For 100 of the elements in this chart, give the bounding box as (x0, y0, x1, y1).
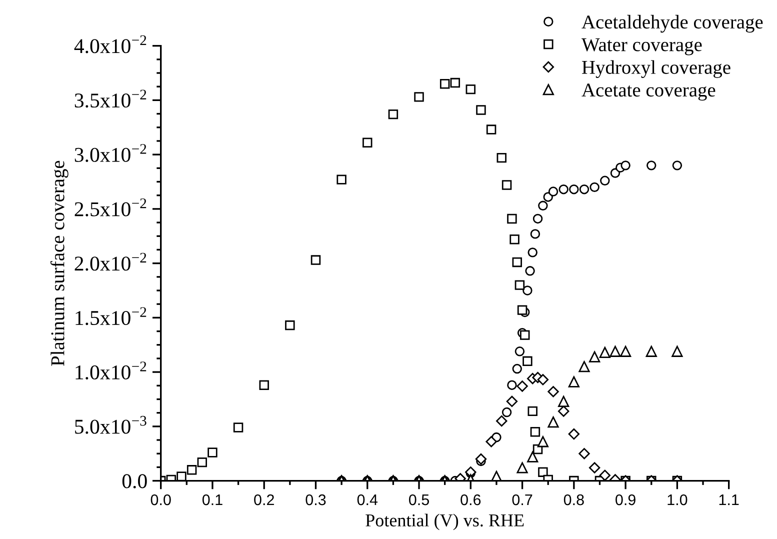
point (558, 396, 570, 407)
point (532, 214, 543, 224)
point (475, 453, 487, 465)
x-tick-label: 0.0 (150, 494, 171, 506)
point (522, 286, 532, 296)
point (510, 234, 520, 244)
point (569, 184, 579, 194)
x-tick-label: 1.1 (719, 494, 739, 506)
point (578, 448, 590, 460)
x-tick-label: 0.1 (202, 494, 222, 506)
legend-label: Acetaldehyde coverage (582, 14, 763, 33)
point (672, 160, 682, 170)
point (589, 351, 600, 362)
point (486, 436, 497, 448)
point (486, 124, 496, 134)
point (502, 180, 512, 190)
point (538, 467, 548, 477)
point (530, 426, 540, 437)
point (588, 462, 600, 474)
y-tick-label: 0.0 (122, 474, 147, 488)
point (522, 356, 532, 366)
point (233, 422, 244, 432)
point (502, 407, 512, 418)
point (496, 415, 508, 427)
point (197, 457, 208, 468)
point (516, 462, 528, 474)
x-tick-label: 0.9 (616, 494, 636, 506)
point (507, 380, 517, 390)
x-tick-label: 0.3 (306, 494, 326, 506)
y-tick-label: 3.5x10$^{−2}$ (74, 90, 146, 108)
point (414, 92, 424, 102)
point (520, 330, 530, 340)
point (620, 346, 632, 357)
point (568, 376, 580, 388)
point (527, 451, 538, 462)
x-axis-title: Potential (V) vs. RHE (366, 514, 524, 530)
y-tick-label: 5.0x10$^{−3}$ (75, 416, 146, 434)
point (208, 448, 218, 458)
point (528, 248, 538, 258)
point (528, 406, 538, 416)
x-tick-label: 0.6 (460, 494, 481, 506)
point (440, 79, 450, 89)
point (285, 320, 295, 330)
x-tick-label: 0.7 (512, 494, 532, 506)
point (388, 109, 398, 120)
x-tick-label: 0.2 (254, 494, 274, 506)
point (548, 186, 558, 196)
point (672, 346, 683, 357)
point (579, 184, 590, 194)
point (450, 78, 460, 88)
point (259, 380, 269, 390)
point (599, 346, 610, 358)
point (512, 257, 522, 268)
point (530, 229, 540, 239)
point (466, 84, 476, 94)
legend-label: Acetate coverage (582, 84, 716, 101)
point (548, 416, 559, 428)
point (599, 470, 611, 481)
point (538, 200, 548, 211)
point (176, 472, 186, 481)
y-tick-label: 1.5x10$^{−2}$ (76, 307, 146, 326)
x-tick-label: 0.5 (408, 494, 429, 506)
point (512, 364, 522, 374)
y-tick-label: 4.0x10$^{−2}$ (74, 35, 146, 54)
point (517, 305, 528, 315)
legend-label: Hydroxyl coverage (582, 60, 730, 78)
point (476, 105, 486, 115)
point (558, 184, 568, 194)
point (514, 280, 525, 290)
point (516, 380, 528, 392)
point (507, 214, 517, 224)
point (620, 160, 630, 170)
point (186, 465, 197, 475)
point (537, 436, 548, 448)
point (537, 374, 549, 386)
x-tick-label: 0.4 (357, 494, 378, 506)
legend-label: Water coverage (581, 38, 702, 56)
point (496, 152, 506, 163)
point (600, 176, 610, 186)
y-tick-label: 2.5x10$^{−2}$ (74, 198, 146, 216)
x-tick-label: 1.0 (668, 494, 688, 506)
point (558, 406, 570, 417)
point (578, 361, 590, 372)
point (506, 396, 518, 408)
point (548, 386, 559, 398)
point (514, 346, 525, 356)
point (646, 160, 656, 170)
point (362, 138, 372, 148)
x-tick-label: 0.8 (564, 494, 584, 506)
y-tick-label: 2.0x10$^{−2}$ (74, 252, 146, 271)
point (336, 174, 346, 184)
point (610, 346, 621, 357)
point (590, 182, 600, 192)
point (646, 346, 657, 357)
y-axis-title: Platinum surface coverage (50, 160, 68, 366)
point (525, 266, 535, 276)
y-tick-label: 1.0x10$^{−2}$ (76, 362, 146, 380)
point (310, 255, 321, 265)
y-tick-label: 3.0x10$^{−2}$ (74, 144, 146, 162)
point (568, 428, 580, 440)
